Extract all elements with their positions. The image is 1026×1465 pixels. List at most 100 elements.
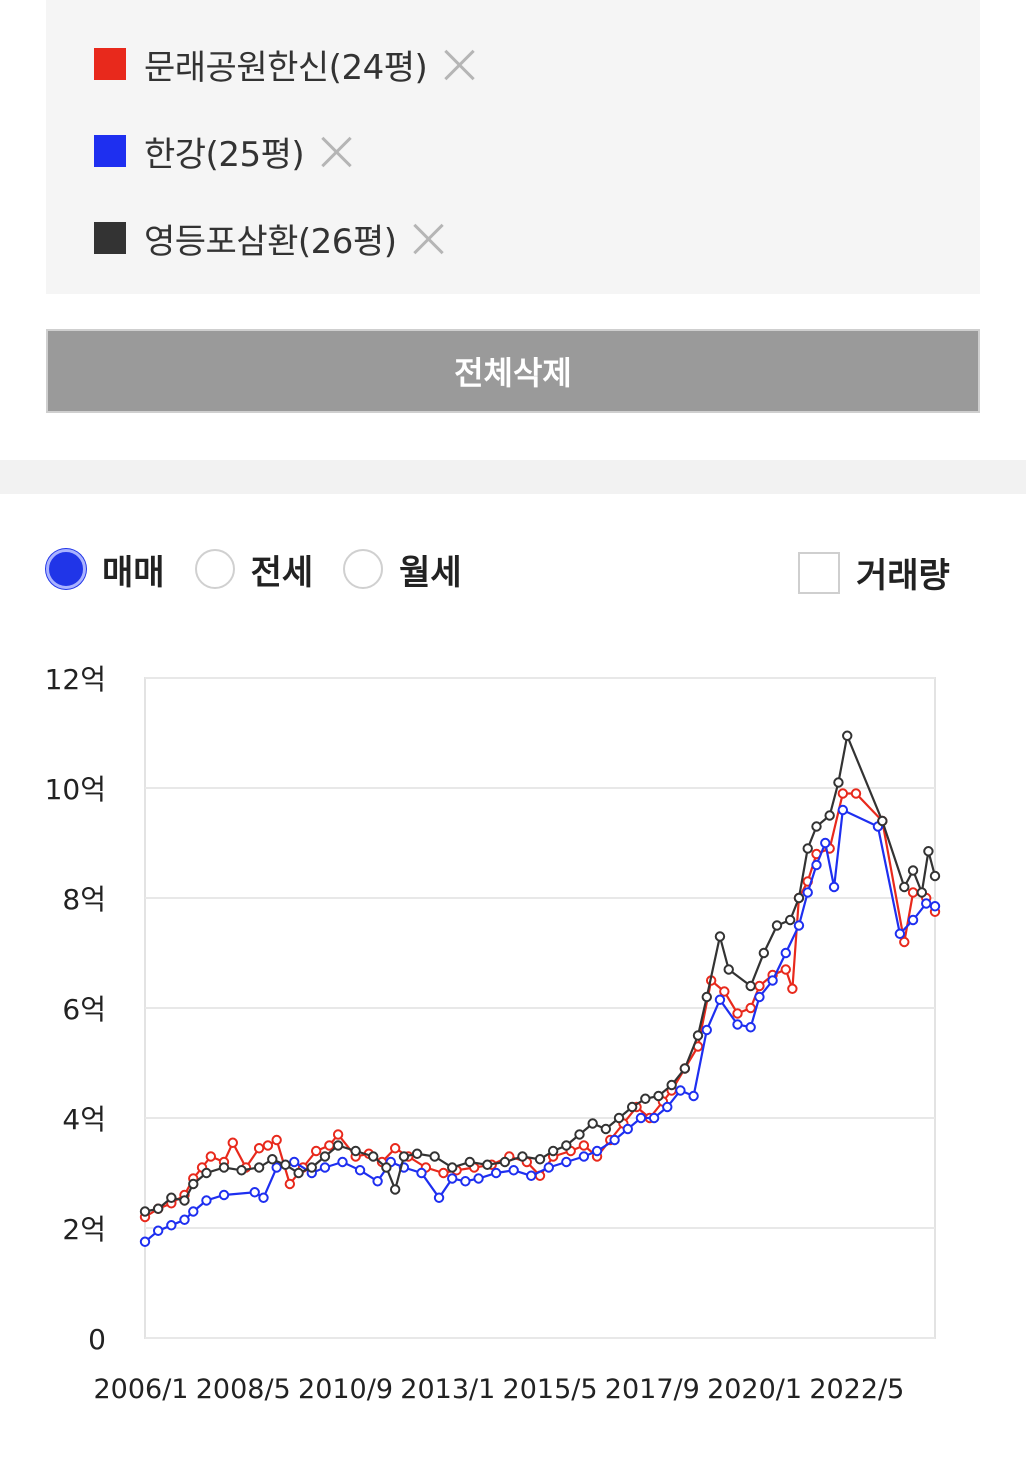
data-point bbox=[745, 980, 756, 992]
data-point bbox=[723, 964, 734, 975]
volume-checkbox[interactable]: 거래량 bbox=[798, 548, 950, 597]
data-point bbox=[258, 1192, 269, 1203]
data-point bbox=[622, 1123, 633, 1135]
series-color-swatch bbox=[94, 222, 126, 254]
chart-grid bbox=[144, 677, 936, 1339]
data-point bbox=[793, 892, 805, 904]
radio-trade-jeonse[interactable]: 전세 bbox=[194, 545, 314, 594]
radio-trade-monthly[interactable]: 월세 bbox=[343, 545, 462, 594]
data-point bbox=[640, 1093, 651, 1104]
data-point bbox=[802, 843, 813, 854]
data-point bbox=[188, 1206, 199, 1217]
data-point bbox=[653, 1090, 664, 1102]
data-point bbox=[411, 1148, 423, 1159]
data-point bbox=[666, 1079, 677, 1091]
data-point bbox=[447, 1173, 458, 1184]
data-point bbox=[152, 1203, 164, 1214]
series-color-swatch bbox=[94, 48, 126, 80]
data-point bbox=[578, 1151, 590, 1162]
data-point bbox=[701, 991, 712, 1003]
close-icon[interactable] bbox=[318, 132, 356, 170]
data-point bbox=[692, 1030, 704, 1041]
radio-circle-icon bbox=[46, 549, 86, 589]
data-point bbox=[787, 983, 798, 994]
x-tick-label: 2017/9 bbox=[605, 1374, 700, 1405]
data-point bbox=[732, 1019, 743, 1030]
compare-item-2: 한강(25평) bbox=[94, 121, 356, 181]
x-axis-ticks: 2006/1 2008/5 2010/9 2013/1 2015/5 2017/9 2020… bbox=[94, 1374, 905, 1405]
x-tick-label: 2013/1 bbox=[400, 1374, 495, 1405]
data-point bbox=[262, 1140, 274, 1151]
series-2 bbox=[139, 804, 941, 1247]
data-point bbox=[635, 1112, 647, 1124]
data-point bbox=[447, 1162, 458, 1173]
close-icon[interactable] bbox=[410, 219, 448, 257]
data-point bbox=[433, 1192, 445, 1203]
data-point bbox=[253, 1143, 265, 1154]
data-point bbox=[899, 881, 910, 893]
data-point bbox=[332, 1140, 344, 1151]
compare-panel: 문래공원한신(24평) 한강(25평) 영등포삼환(26평) bbox=[46, 0, 980, 294]
data-point bbox=[271, 1162, 282, 1173]
data-point bbox=[802, 887, 813, 898]
data-point bbox=[907, 887, 919, 898]
data-point bbox=[253, 1162, 265, 1173]
data-point bbox=[662, 1101, 673, 1113]
data-point bbox=[574, 1129, 585, 1140]
data-point bbox=[679, 1063, 691, 1074]
data-point bbox=[675, 1085, 686, 1096]
data-point bbox=[337, 1156, 348, 1168]
data-point bbox=[389, 1143, 401, 1154]
data-point bbox=[438, 1167, 449, 1179]
chart-series bbox=[139, 730, 941, 1247]
series-3 bbox=[139, 730, 941, 1217]
data-point bbox=[354, 1165, 366, 1176]
data-point bbox=[877, 815, 888, 827]
data-point bbox=[319, 1151, 331, 1162]
data-point bbox=[310, 1145, 322, 1157]
data-point bbox=[609, 1134, 620, 1146]
data-point bbox=[280, 1159, 291, 1170]
data-point bbox=[218, 1189, 230, 1201]
data-point bbox=[811, 821, 822, 832]
y-tick-label: 6억 bbox=[62, 993, 106, 1026]
data-point bbox=[139, 1236, 151, 1247]
data-point bbox=[482, 1159, 493, 1170]
data-point bbox=[201, 1195, 212, 1206]
data-point bbox=[306, 1162, 317, 1173]
data-point bbox=[587, 1118, 598, 1129]
data-point bbox=[188, 1178, 199, 1190]
radio-circle-icon bbox=[194, 549, 235, 589]
delete-all-button[interactable]: 전체삭제 bbox=[46, 329, 980, 413]
data-point bbox=[732, 1008, 743, 1019]
data-point bbox=[714, 931, 726, 942]
data-point bbox=[267, 1154, 278, 1165]
x-tick-label: 2022/5 bbox=[809, 1374, 904, 1405]
volume-label: 거래량 bbox=[856, 556, 950, 596]
data-point bbox=[899, 936, 910, 948]
data-point bbox=[793, 920, 805, 931]
data-point bbox=[464, 1156, 475, 1168]
data-point bbox=[508, 1165, 519, 1176]
data-point bbox=[850, 788, 862, 799]
price-chart: 0 2억 4억 6억 8억 10억 12억 2006/1 2008/5 2010/9 2013/1… bbox=[45, 663, 941, 1405]
data-point bbox=[626, 1101, 638, 1113]
data-point bbox=[249, 1187, 260, 1198]
data-point bbox=[293, 1167, 304, 1179]
x-tick-label: 2020/1 bbox=[707, 1374, 802, 1405]
data-point bbox=[429, 1151, 440, 1162]
radio-trade-sale[interactable]: 매매 bbox=[46, 545, 165, 594]
data-point bbox=[811, 859, 822, 871]
data-point bbox=[719, 986, 730, 997]
y-tick-label: 4억 bbox=[62, 1103, 106, 1136]
y-tick-label: 2억 bbox=[62, 1213, 106, 1246]
data-point bbox=[745, 1022, 756, 1033]
y-tick-label: 8억 bbox=[62, 883, 106, 916]
radio-label: 전세 bbox=[250, 552, 314, 593]
data-point bbox=[236, 1165, 247, 1176]
data-point bbox=[578, 1140, 590, 1151]
close-icon[interactable] bbox=[441, 45, 479, 83]
data-point bbox=[600, 1123, 612, 1135]
compare-item-name: 한강(25평) bbox=[144, 134, 305, 175]
data-point bbox=[907, 914, 919, 926]
